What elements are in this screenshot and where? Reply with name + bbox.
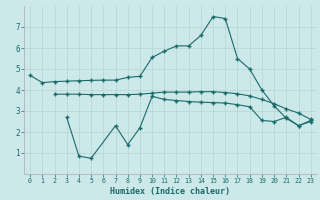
X-axis label: Humidex (Indice chaleur): Humidex (Indice chaleur) — [110, 187, 230, 196]
